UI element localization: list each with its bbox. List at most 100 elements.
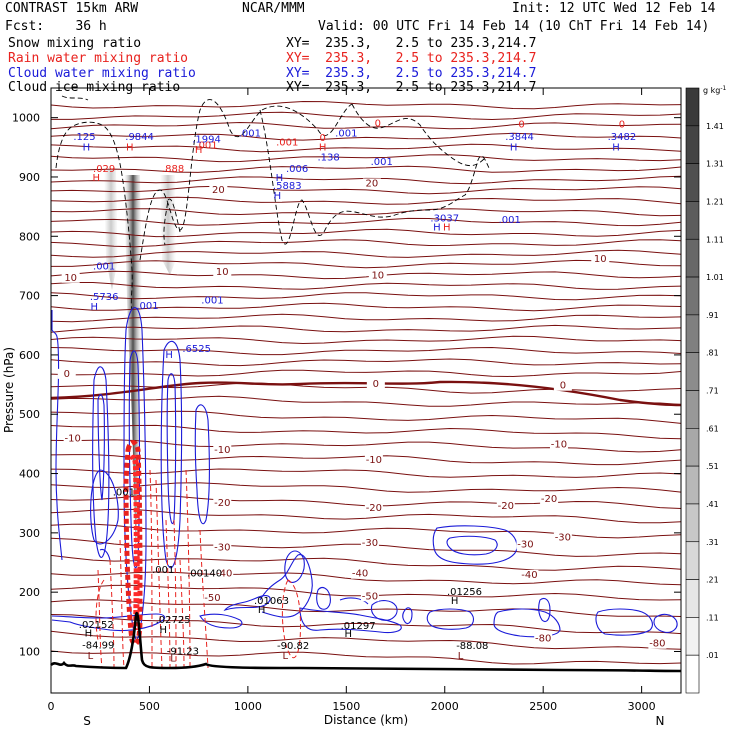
temperature-label-bg-20 — [366, 378, 385, 389]
temperature-label-bg-24 — [368, 270, 387, 281]
ice-shading — [104, 170, 176, 560]
extremum-label-10: H — [159, 625, 167, 636]
colorbar-label-13: .11 — [706, 613, 719, 622]
extremum-label-30: .001 — [499, 215, 521, 226]
x-tick-label-2: 1000 — [234, 700, 262, 713]
y-tick-label-0: 100 — [19, 645, 40, 658]
isotherm-line-17 — [51, 282, 681, 290]
temperature-label-bg-16 — [213, 444, 232, 455]
isotherm-line-41 — [51, 599, 681, 617]
extremum-label-17: .01256 — [447, 587, 482, 598]
extremum-label-0: L — [88, 651, 94, 662]
temperature-label-bg-6 — [520, 569, 539, 580]
colorbar-swatch-9 — [685, 428, 700, 467]
colorbar-label-4: 1.01 — [706, 273, 724, 282]
temperature-label-14: -20 — [541, 494, 557, 505]
colorbar-swatch-15 — [685, 654, 700, 694]
field-rain-name: Rain water mixing ratio — [8, 51, 189, 66]
temperature-label-1: -80 — [649, 639, 665, 650]
extremum-label-56: 0 — [518, 120, 524, 131]
extremum-label-13: .01297 — [341, 621, 376, 632]
colorbar: 1.41 1.31 1.21 1.11 1.01 .91 .81 .71 .61 .51 .41 .3… — [685, 87, 724, 694]
extremum-label-22: H — [165, 350, 173, 361]
isotherm-line-25 — [51, 369, 681, 378]
colorbar-swatch-5 — [685, 276, 700, 316]
temperature-label-bg-11 — [213, 498, 232, 509]
colorbar-label-7: .71 — [706, 387, 719, 396]
colorbar-swatch-0 — [685, 87, 700, 127]
isotherm-line-35 — [51, 508, 681, 524]
temperature-label-22: 10 — [64, 273, 77, 284]
extremum-label-37: .029 — [93, 164, 115, 175]
extremum-label-5: -91.23 — [167, 646, 199, 657]
extremum-label-48: .1994 — [192, 135, 221, 146]
isotherm-line-2 — [51, 121, 681, 130]
extremum-label-40: .001 — [276, 138, 298, 149]
temperature-label-25: 10 — [594, 254, 607, 265]
temperature-label-12: -20 — [366, 503, 382, 514]
header-init: Init: 12 UTC Wed 12 Feb 14 — [512, 1, 716, 16]
temperature-label-7: -30 — [214, 543, 230, 554]
isotherm-line-4 — [51, 143, 681, 153]
extremum-label-28: H — [433, 222, 441, 233]
isotherm-line-9 — [51, 196, 681, 205]
colorbar-swatch-6 — [685, 314, 700, 353]
extremum-label-45: 0 — [320, 133, 326, 144]
temperature-label-bg-26 — [209, 184, 228, 195]
colorbar-label-8: .61 — [706, 424, 719, 433]
temperature-label-bg-18 — [549, 439, 568, 450]
extremum-label-53: .001 — [239, 129, 261, 140]
isotherm-line-20 — [51, 313, 681, 323]
temperature-label-11: -20 — [214, 498, 230, 509]
north-endpoint-label: N — [656, 714, 665, 728]
contour-labels: -80 -80 -50 -50 -40 -40 -40 -30 -30 -30 -30 -20 -20 -… — [57, 119, 667, 665]
temperature-label-bg-5 — [351, 568, 370, 579]
extremum-label-29: .3037 — [430, 213, 459, 224]
extremum-label-6: -90.82 — [277, 641, 309, 652]
colorbar-swatch-2 — [685, 163, 700, 202]
extremum-label-33: .5883 — [273, 181, 302, 192]
temperature-label-27: 20 — [366, 178, 379, 189]
temperature-label-bg-1 — [648, 638, 667, 649]
extremum-label-32: H — [274, 191, 282, 202]
extremum-label-23: H — [91, 302, 99, 313]
temperature-label-2: -50 — [204, 593, 220, 604]
extremum-label-51: H — [126, 142, 134, 153]
colorbar-swatch-11 — [685, 503, 700, 543]
isotherm-line-1 — [51, 111, 681, 121]
temperature-label-24: 10 — [371, 270, 384, 281]
y-axis-label: Pressure (hPa) — [2, 347, 16, 433]
extremum-label-47: H — [195, 145, 203, 156]
colorbar-label-0: 1.41 — [706, 122, 724, 131]
extremum-label-12: H — [345, 629, 353, 640]
isotherm-line-18 — [51, 292, 681, 301]
x-tick-label-5: 2500 — [529, 700, 557, 713]
temperature-label-20: 0 — [373, 379, 379, 390]
extremum-label-1: L — [170, 654, 176, 665]
extremum-label-39: .001 — [195, 141, 217, 152]
extremum-label-36: H — [93, 173, 101, 184]
colorbar-swatch-10 — [685, 465, 700, 505]
temperature-label-bg-19 — [57, 368, 76, 379]
temperature-label-23: 10 — [216, 267, 229, 278]
temperature-label-9: -30 — [517, 540, 533, 551]
cloud-ice-contours — [55, 95, 491, 311]
x-tick-label-3: 1500 — [332, 700, 360, 713]
temperature-label-bg-4 — [215, 568, 234, 579]
isotherm-line-39 — [51, 571, 681, 586]
isotherm-line-36 — [51, 523, 681, 539]
isotherm-line-44 — [51, 650, 681, 665]
isotherm-line-11 — [51, 217, 681, 227]
isotherm-line-23 — [51, 346, 681, 356]
extremum-label-3: L — [458, 651, 464, 662]
extremum-label-54: H — [510, 142, 518, 153]
temperature-label-bg-21 — [553, 380, 572, 391]
extremum-label-42: .001 — [371, 157, 393, 168]
temperature-label-bg-13 — [496, 501, 515, 512]
header-org: NCAR/MMM — [242, 1, 305, 16]
isotherm-line-42 — [51, 614, 681, 635]
temperature-label-19: 0 — [64, 369, 70, 380]
extremum-label-20: .001 — [113, 487, 135, 498]
